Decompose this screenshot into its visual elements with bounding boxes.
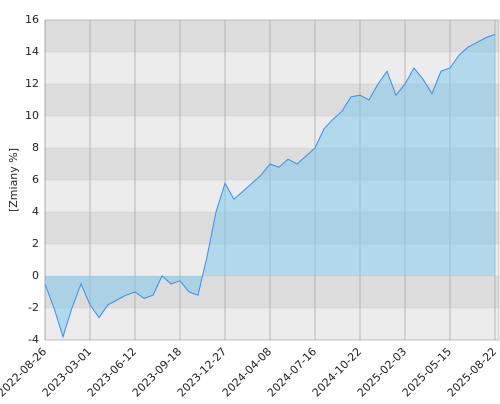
y-tick-label: 2 xyxy=(32,237,39,250)
band xyxy=(45,20,499,52)
y-tick-label: 8 xyxy=(32,141,39,154)
plot-border xyxy=(44,19,500,341)
y-tick-label: 10 xyxy=(25,109,39,122)
y-tick-label: 0 xyxy=(32,269,39,282)
y-tick-label: 12 xyxy=(25,77,39,90)
y-tick-label: 14 xyxy=(25,45,39,58)
y-tick-label: 6 xyxy=(32,173,39,186)
y-axis-label: [Zmiany %] xyxy=(7,148,20,212)
y-tick-label: -2 xyxy=(28,301,39,314)
band xyxy=(45,308,499,340)
band xyxy=(45,52,499,84)
area-fill xyxy=(45,34,495,337)
y-tick-label: -4 xyxy=(28,333,39,346)
y-tick-label: 16 xyxy=(25,13,39,26)
line xyxy=(44,33,496,339)
y-tick-label: 4 xyxy=(32,205,39,218)
